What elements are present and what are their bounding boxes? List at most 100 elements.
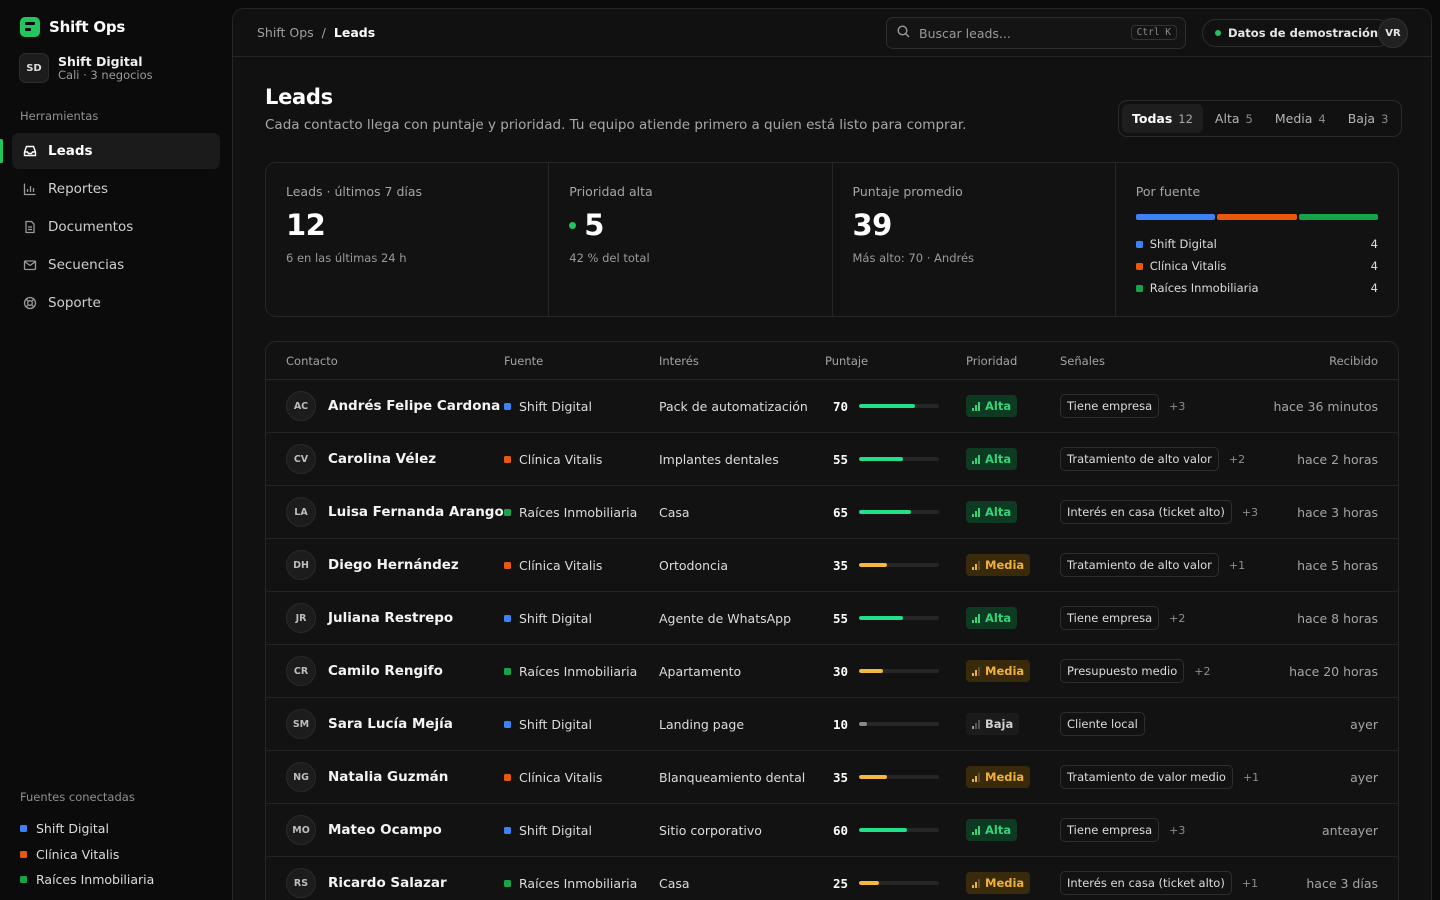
received-time: anteayer <box>1321 822 1378 838</box>
table-row[interactable]: JR Juliana Restrepo Shift Digital Agente de… <box>266 592 1398 645</box>
contact-name[interactable]: Camilo Rengifo <box>328 663 443 679</box>
priority-label: Alta <box>985 452 1012 466</box>
signal-tag: Interés en casa (ticket alto) <box>1060 500 1232 524</box>
stat-high-priority: Prioridad alta 5 42 % del total <box>549 163 833 316</box>
app-name: Shift Ops <box>49 18 126 36</box>
more-signals-count[interactable]: +2 <box>1194 664 1211 678</box>
stat-label: Por fuente <box>1135 184 1201 199</box>
user-avatar[interactable]: VR <box>1378 18 1408 48</box>
sidebar-item-secuencias[interactable]: Secuencias <box>12 247 220 283</box>
table-row[interactable]: AC Andrés Felipe Cardona Shift Digital Pack… <box>266 380 1398 433</box>
more-signals-count[interactable]: +3 <box>1169 823 1186 837</box>
table-row[interactable]: DH Diego Hernández Clínica Vitalis Ortodonc… <box>266 539 1398 592</box>
contact-cell: MO Mateo Ocampo <box>266 815 504 845</box>
contact-cell: JR Juliana Restrepo <box>266 603 504 633</box>
score-bar <box>859 563 939 567</box>
source-item[interactable]: Clínica Vitalis <box>20 842 154 868</box>
filter-baja[interactable]: Baja 3 <box>1338 104 1399 133</box>
source-color-icon <box>504 402 511 410</box>
stats-panel: Leads · últimos 7 días 12 6 en las últim… <box>265 162 1399 317</box>
contact-avatar: CV <box>286 444 316 474</box>
source-cell: Raíces Inmobiliaria <box>504 505 659 520</box>
score-cell: 35 <box>825 770 966 785</box>
column-header-priority[interactable]: Prioridad <box>966 353 1018 368</box>
brand[interactable]: Shift Ops <box>20 17 125 37</box>
green-dot-icon <box>569 221 577 229</box>
sidebar-item-leads[interactable]: Leads <box>12 133 220 169</box>
table-row[interactable]: RS Ricardo Salazar Raíces Inmobiliaria Casa… <box>266 857 1398 900</box>
source-color-icon <box>1135 262 1143 270</box>
source-cell: Raíces Inmobiliaria <box>504 876 659 891</box>
search-box[interactable]: Ctrl K <box>886 17 1186 49</box>
source-count: 4 <box>1370 259 1378 273</box>
filter-media[interactable]: Media 4 <box>1265 104 1336 133</box>
source-item[interactable]: Shift Digital <box>20 816 154 842</box>
demo-data-badge[interactable]: Datos de demostración <box>1202 19 1392 47</box>
filter-alta[interactable]: Alta 5 <box>1205 104 1263 133</box>
more-signals-count[interactable]: +1 <box>1241 876 1259 890</box>
table-row[interactable]: MO Mateo Ocampo Shift Digital Sitio corpora… <box>266 804 1398 857</box>
priority-label: Alta <box>985 505 1012 519</box>
source-name: Raíces Inmobiliaria <box>519 504 638 520</box>
more-signals-count[interactable]: +3 <box>1169 399 1186 413</box>
table-row[interactable]: CV Carolina Vélez Clínica Vitalis Implantes… <box>266 433 1398 486</box>
contact-name[interactable]: Diego Hernández <box>328 557 459 573</box>
column-header-source[interactable]: Fuente <box>504 353 544 368</box>
table-row[interactable]: LA Luisa Fernanda Arango Raíces Inmobiliar… <box>266 486 1398 539</box>
contact-name[interactable]: Sara Lucía Mejía <box>328 716 453 732</box>
sidebar-item-documentos[interactable]: Documentos <box>12 209 220 245</box>
filter-count: 12 <box>1178 111 1193 126</box>
more-signals-count[interactable]: +2 <box>1169 611 1186 625</box>
score-bar <box>859 404 939 408</box>
contact-avatar: MO <box>286 815 316 845</box>
more-signals-count[interactable]: +2 <box>1228 452 1246 466</box>
sidebar-item-soporte[interactable]: Soporte <box>12 285 220 321</box>
breadcrumb-current: Leads <box>333 25 376 40</box>
contact-avatar: DH <box>286 550 316 580</box>
page-subtitle: Cada contacto llega con puntaje y priori… <box>265 117 967 133</box>
breadcrumb-separator: / <box>321 25 326 40</box>
column-header-contact[interactable]: Contacto <box>286 353 338 368</box>
contact-cell: LA Luisa Fernanda Arango <box>266 497 504 527</box>
interest-cell: Blanqueamiento dental <box>659 769 806 785</box>
priority-label: Baja <box>985 717 1014 731</box>
main-panel: Shift Ops / Leads Ctrl K Datos de demost… <box>232 8 1432 900</box>
contact-name[interactable]: Juliana Restrepo <box>328 610 454 626</box>
interest-cell: Apartamento <box>659 663 742 679</box>
sidebar-item-reportes[interactable]: Reportes <box>12 171 220 207</box>
column-header-signals[interactable]: Señales <box>1060 353 1105 368</box>
contact-avatar: LA <box>286 497 316 527</box>
contact-name[interactable]: Luisa Fernanda Arango <box>328 504 504 520</box>
contact-cell: NG Natalia Guzmán <box>266 762 504 792</box>
column-header-received[interactable]: Recibido <box>1329 353 1378 368</box>
table-row[interactable]: SM Sara Lucía Mejía Shift Digital Landing p… <box>266 698 1398 751</box>
search-input[interactable] <box>919 25 1119 41</box>
contact-name[interactable]: Mateo Ocampo <box>328 822 442 838</box>
column-header-interest[interactable]: Interés <box>659 353 699 368</box>
source-item[interactable]: Raíces Inmobiliaria <box>20 867 154 893</box>
contact-name[interactable]: Carolina Vélez <box>328 451 437 467</box>
filter-todas[interactable]: Todas 12 <box>1122 104 1203 133</box>
table-row[interactable]: NG Natalia Guzmán Clínica Vitalis Blanqueam… <box>266 751 1398 804</box>
stat-value: 12 <box>286 208 528 242</box>
breadcrumb-root[interactable]: Shift Ops <box>257 25 314 40</box>
contact-avatar: CR <box>286 656 316 686</box>
column-header-score[interactable]: Puntaje <box>825 353 869 368</box>
app-logo-icon <box>20 17 40 37</box>
source-label: Shift Digital <box>1149 237 1217 251</box>
more-signals-count[interactable]: +1 <box>1228 558 1246 572</box>
contact-name[interactable]: Ricardo Salazar <box>328 875 447 891</box>
score-cell: 65 <box>825 505 966 520</box>
received-time: hace 36 minutos <box>1273 398 1378 414</box>
signal-tag: Tiene empresa <box>1060 818 1160 842</box>
priority-label: Alta <box>985 823 1012 837</box>
bar-chart-icon <box>23 182 37 196</box>
more-signals-count[interactable]: +1 <box>1242 770 1260 784</box>
contact-name[interactable]: Natalia Guzmán <box>328 769 449 785</box>
more-signals-count[interactable]: +3 <box>1241 505 1259 519</box>
filter-label: Todas <box>1132 111 1173 126</box>
org-switcher[interactable]: SD Shift Digital Cali · 3 negocios <box>19 53 153 83</box>
interest-cell: Pack de automatización <box>659 398 808 414</box>
contact-name[interactable]: Andrés Felipe Cardona <box>328 398 501 414</box>
table-row[interactable]: CR Camilo Rengifo Raíces Inmobiliaria Apart… <box>266 645 1398 698</box>
